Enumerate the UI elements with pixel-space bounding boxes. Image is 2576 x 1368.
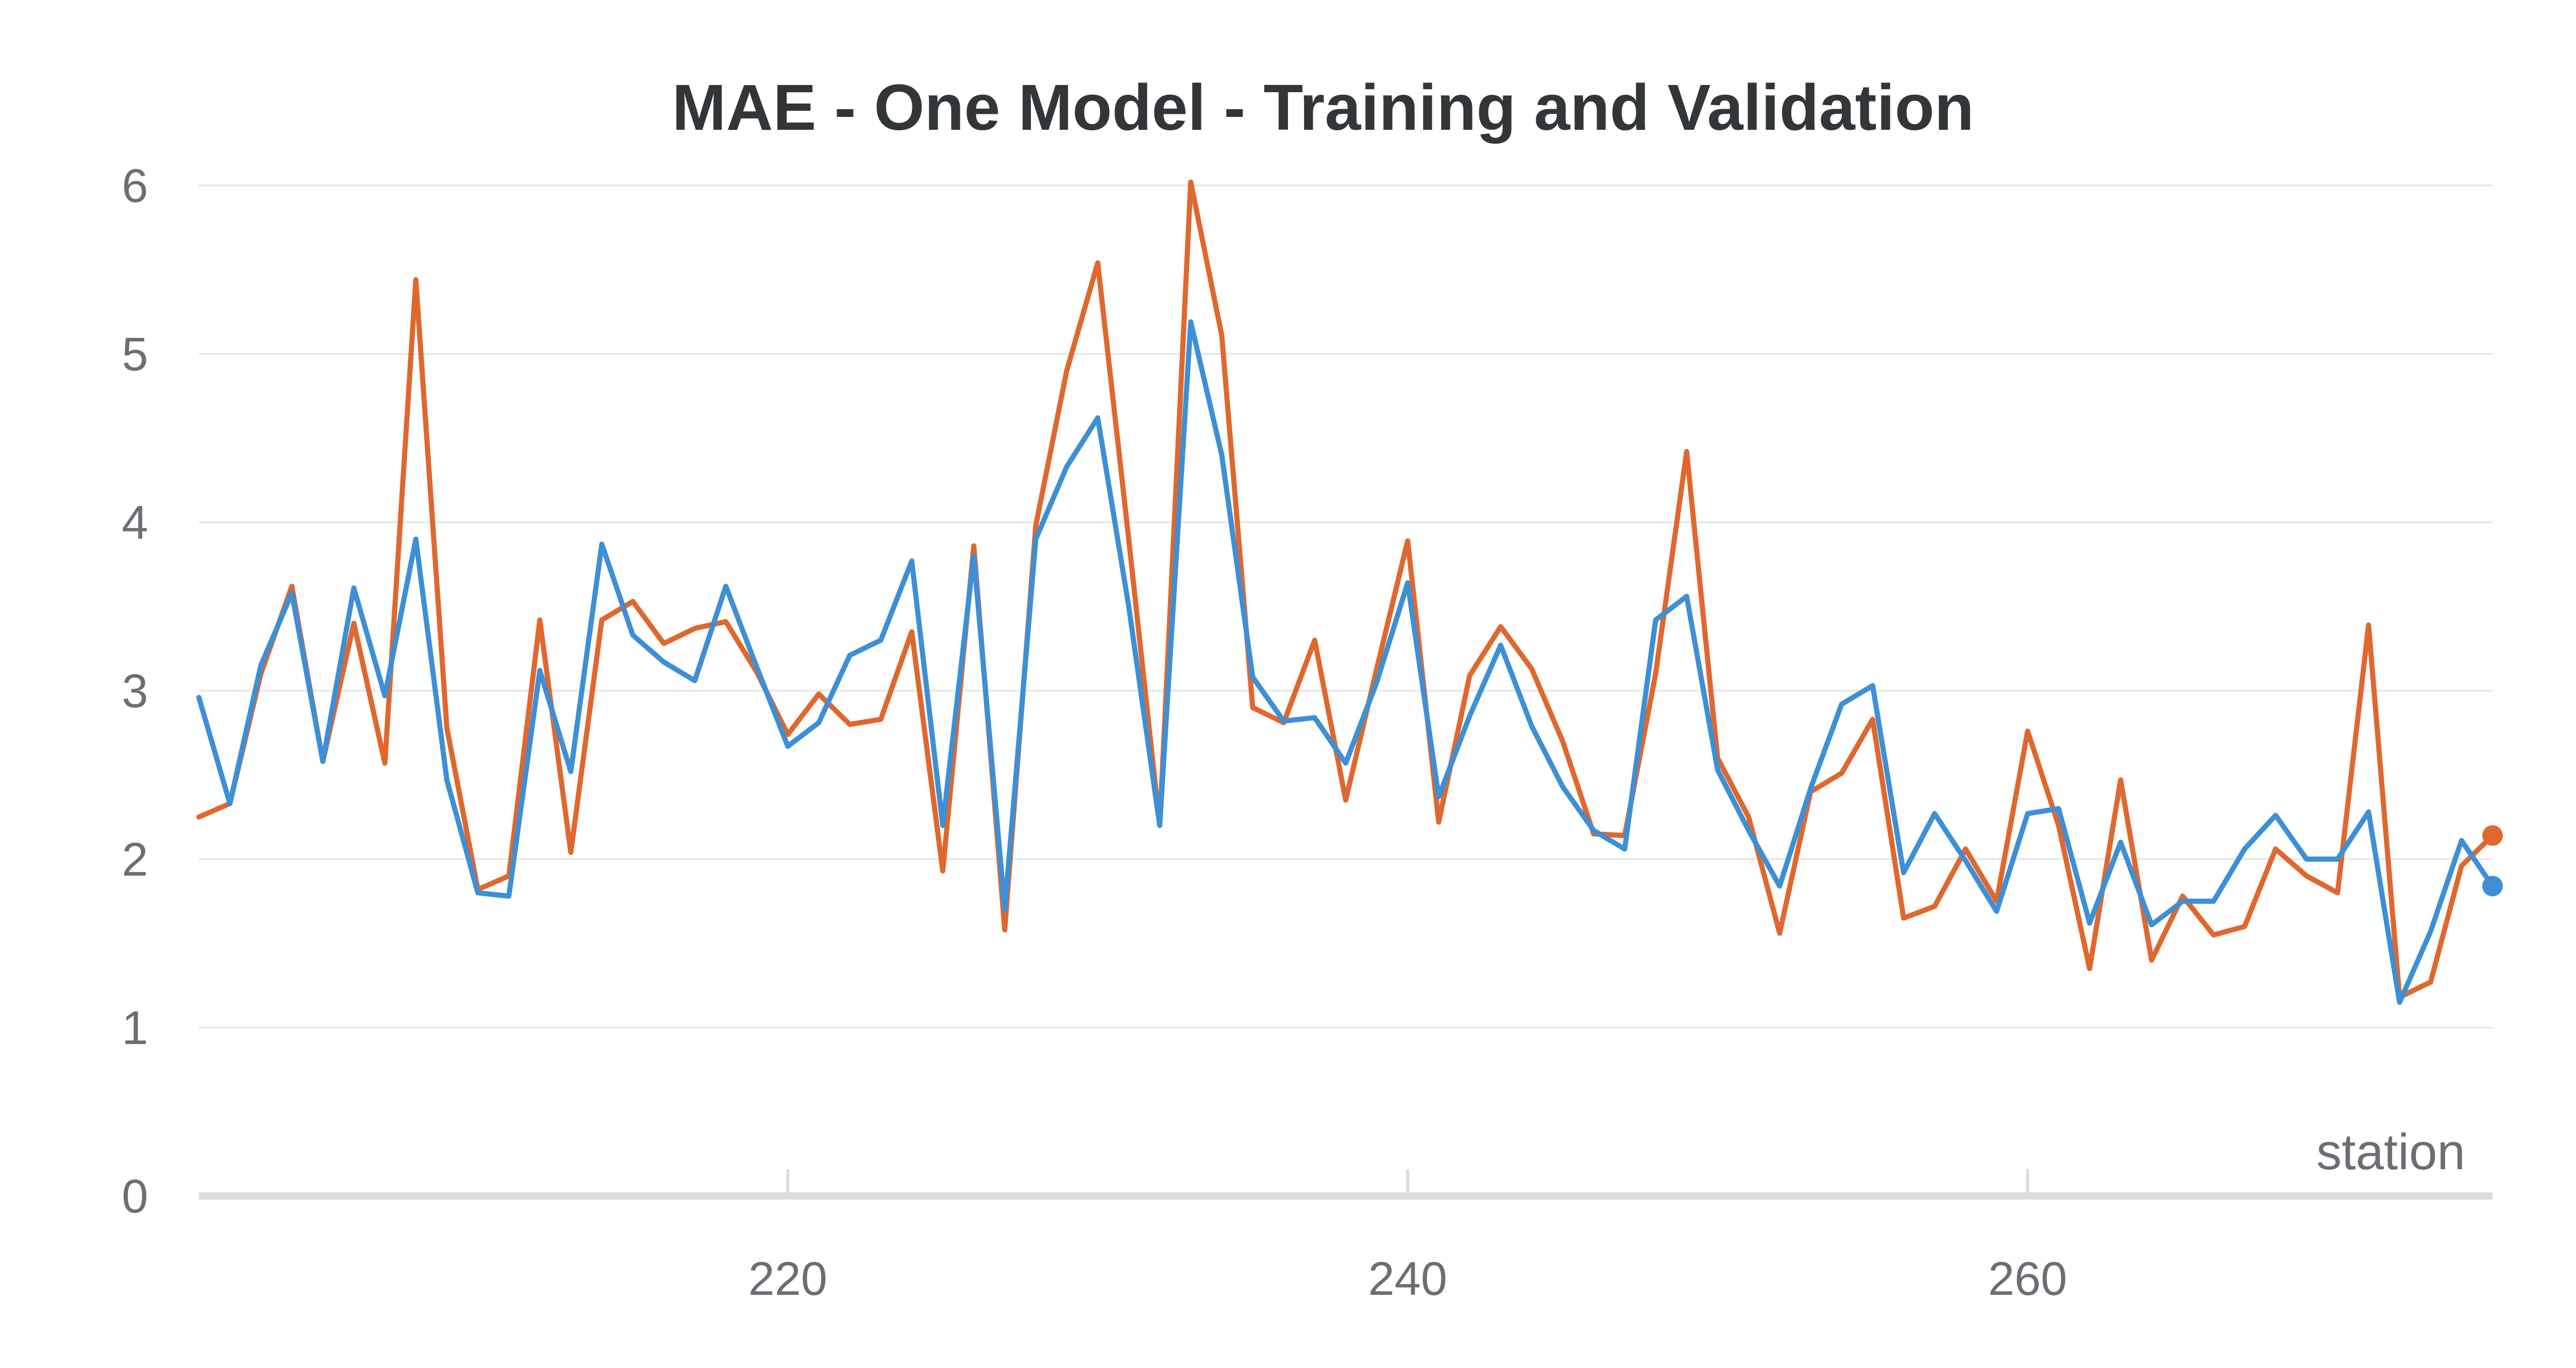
y-axis-ticks: 0 1 2 3 4 5 6 — [122, 160, 148, 1223]
series-line-2 — [196, 319, 2495, 1005]
chart-title: MAE - One Model - Training and Validatio… — [672, 71, 1974, 144]
x-tick-label: 220 — [748, 1253, 827, 1305]
x-axis-ticks: 220 240 260 — [748, 1169, 2067, 1305]
y-tick-label: 4 — [122, 497, 148, 549]
series-line-1 — [196, 179, 2495, 1000]
y-tick-label: 1 — [122, 1002, 148, 1054]
series-group — [196, 179, 2503, 1005]
x-axis-label: station — [2316, 1123, 2465, 1180]
x-tick-label: 240 — [1368, 1253, 1448, 1305]
series-end-point-1 — [2482, 825, 2503, 846]
y-tick-label: 5 — [122, 328, 148, 381]
y-tick-label: 6 — [122, 160, 148, 212]
y-tick-label: 3 — [122, 665, 148, 717]
y-tick-label: 2 — [122, 833, 148, 886]
series-end-point-2 — [2482, 876, 2503, 897]
x-tick-label: 260 — [1988, 1253, 2067, 1305]
gridlines — [199, 184, 2493, 1029]
y-tick-label: 0 — [122, 1170, 148, 1223]
